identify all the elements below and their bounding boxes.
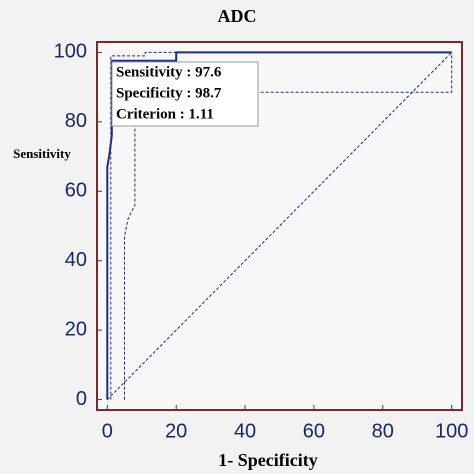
y-tick-label: 80 <box>65 110 87 132</box>
chart-title: ADC <box>218 6 257 26</box>
annotation-box <box>111 61 259 127</box>
y-axis-label: Sensitivity <box>13 146 71 161</box>
y-tick-label: 20 <box>65 318 87 340</box>
x-axis-label: 1- Specificity <box>218 450 317 470</box>
y-tick-label: 40 <box>65 249 87 271</box>
annotation: Specificity : 98.7 <box>116 85 222 101</box>
confidence-line <box>124 52 453 400</box>
x-tick-label: 80 <box>372 420 394 442</box>
confidence-line <box>106 52 453 400</box>
x-tick-label: 20 <box>165 420 187 442</box>
y-tick-label: 0 <box>76 388 87 410</box>
x-tick-label: 0 <box>102 420 113 442</box>
annotation: Criterion : 1.11 <box>116 106 214 122</box>
x-tick-label: 60 <box>303 420 325 442</box>
y-tick-label: 60 <box>65 180 87 202</box>
y-tick-label: 100 <box>54 41 87 63</box>
annotation: Sensitivity : 97.6 <box>116 64 222 80</box>
x-tick-label: 100 <box>435 420 468 442</box>
x-tick-label: 40 <box>234 420 256 442</box>
